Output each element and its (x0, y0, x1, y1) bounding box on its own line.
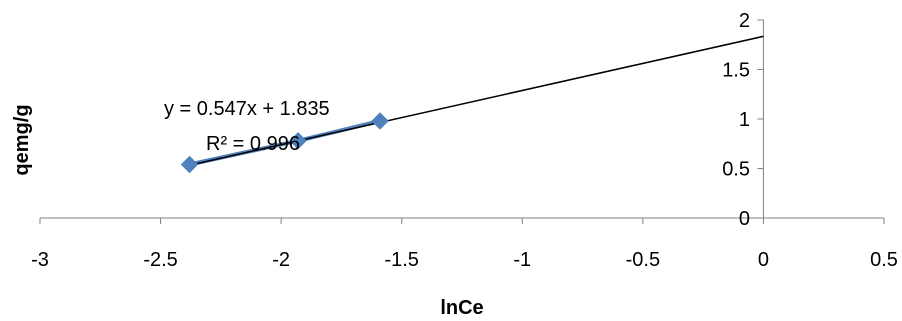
x-tick-label: -2 (272, 249, 290, 271)
data-point (180, 155, 199, 174)
y-tick-label: 2 (739, 10, 750, 32)
data-point (289, 132, 307, 150)
trendline (189, 35, 764, 166)
x-tick-label: 0 (758, 249, 769, 271)
x-axis-title: lnCe (440, 297, 483, 319)
y-tick-label: 1.5 (722, 60, 750, 82)
equation-label: y = 0.547x + 1.835 (164, 98, 330, 120)
labels-layer: -3 -2.5 -2 -1.5 -1 -0.5 0 0.5 0 0.5 1 1.5 2 (31, 10, 898, 271)
x-tick-label: -1.5 (384, 249, 418, 271)
y-tick-label: 1 (739, 109, 750, 131)
y-tick-label: 0 (739, 208, 750, 230)
y-tick-label: 0.5 (722, 159, 750, 181)
data-point (371, 112, 389, 130)
y-axis-title: qemg/g (11, 104, 33, 175)
axes (39, 19, 885, 224)
series-layer (180, 35, 764, 174)
r-squared-label: R² = 0.996 (206, 133, 300, 155)
x-tick-label: 0.5 (870, 249, 898, 271)
x-tick-label: -1 (513, 249, 531, 271)
x-tick-label: -2.5 (143, 249, 177, 271)
x-tick-label: -0.5 (626, 249, 660, 271)
x-tick-label: -3 (31, 249, 49, 271)
